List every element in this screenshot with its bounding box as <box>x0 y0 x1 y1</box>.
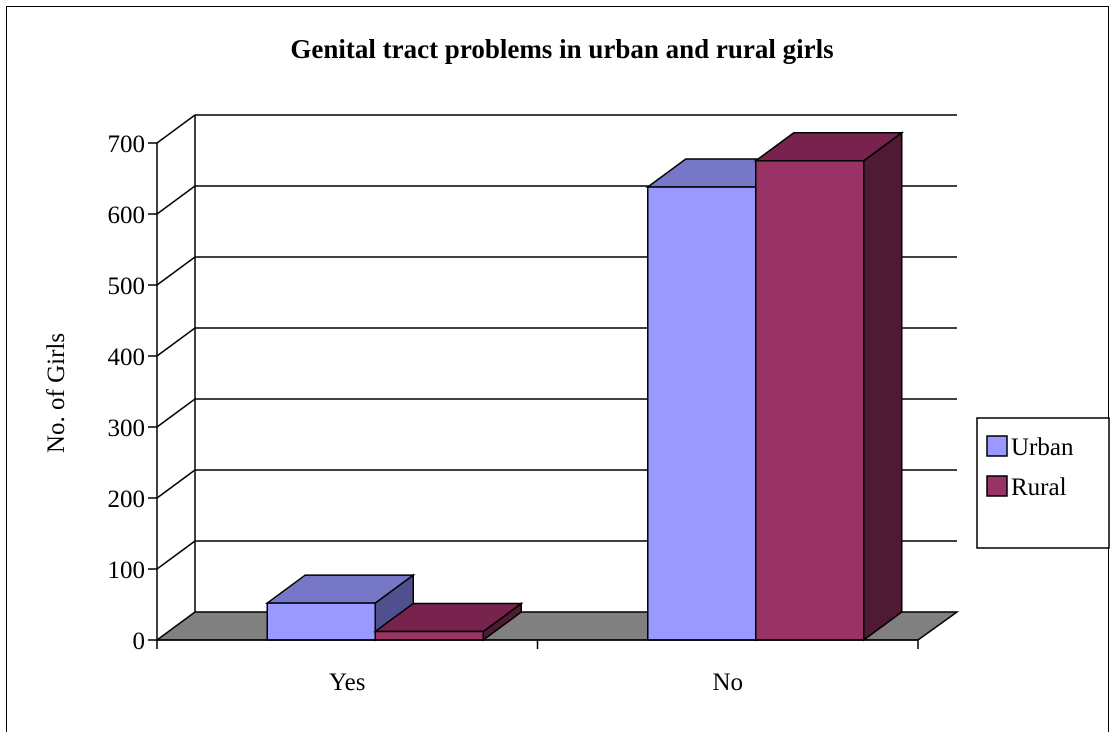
bars-layer <box>264 131 905 642</box>
y-tick-label: 0 <box>133 628 146 655</box>
y-tick-label: 500 <box>108 273 146 300</box>
gridline-diagonal <box>156 256 196 286</box>
bar-front <box>266 602 376 641</box>
legend-swatch-rural <box>986 475 1008 497</box>
bar-urban-yes <box>264 573 416 642</box>
bar-front <box>647 186 757 641</box>
y-tick-label: 300 <box>108 415 146 442</box>
legend-label-urban: Urban <box>1011 434 1074 461</box>
y-tick-label: 700 <box>108 131 146 158</box>
axis-layer: 0 100 200 300 400 500 600 700 Yes No <box>108 131 919 696</box>
gridline-diagonal <box>156 540 196 570</box>
gridline-diagonal <box>156 398 196 428</box>
x-tick-label: No <box>712 669 743 696</box>
legend: Urban Rural <box>976 417 1110 549</box>
y-tick-label: 600 <box>108 202 146 229</box>
gridline-diagonal <box>156 114 196 144</box>
y-tick-label: 400 <box>108 344 146 371</box>
y-tick-label: 200 <box>108 486 146 513</box>
y-axis-label: No. of Girls <box>43 333 70 453</box>
legend-label-rural: Rural <box>1011 474 1067 501</box>
gridline-diagonal <box>156 327 196 357</box>
y-tick-label: 100 <box>108 557 146 584</box>
chart-title: Genital tract problems in urban and rura… <box>290 34 833 64</box>
legend-swatch-urban <box>986 435 1008 457</box>
x-tick-label: Yes <box>329 669 365 696</box>
gridline-diagonal <box>156 469 196 499</box>
gridline-diagonal <box>156 185 196 215</box>
bar-front <box>374 630 484 641</box>
chart-frame <box>6 6 1109 732</box>
bar-side <box>863 131 903 642</box>
bar-rural-no <box>753 131 905 642</box>
bar-front <box>755 160 865 641</box>
